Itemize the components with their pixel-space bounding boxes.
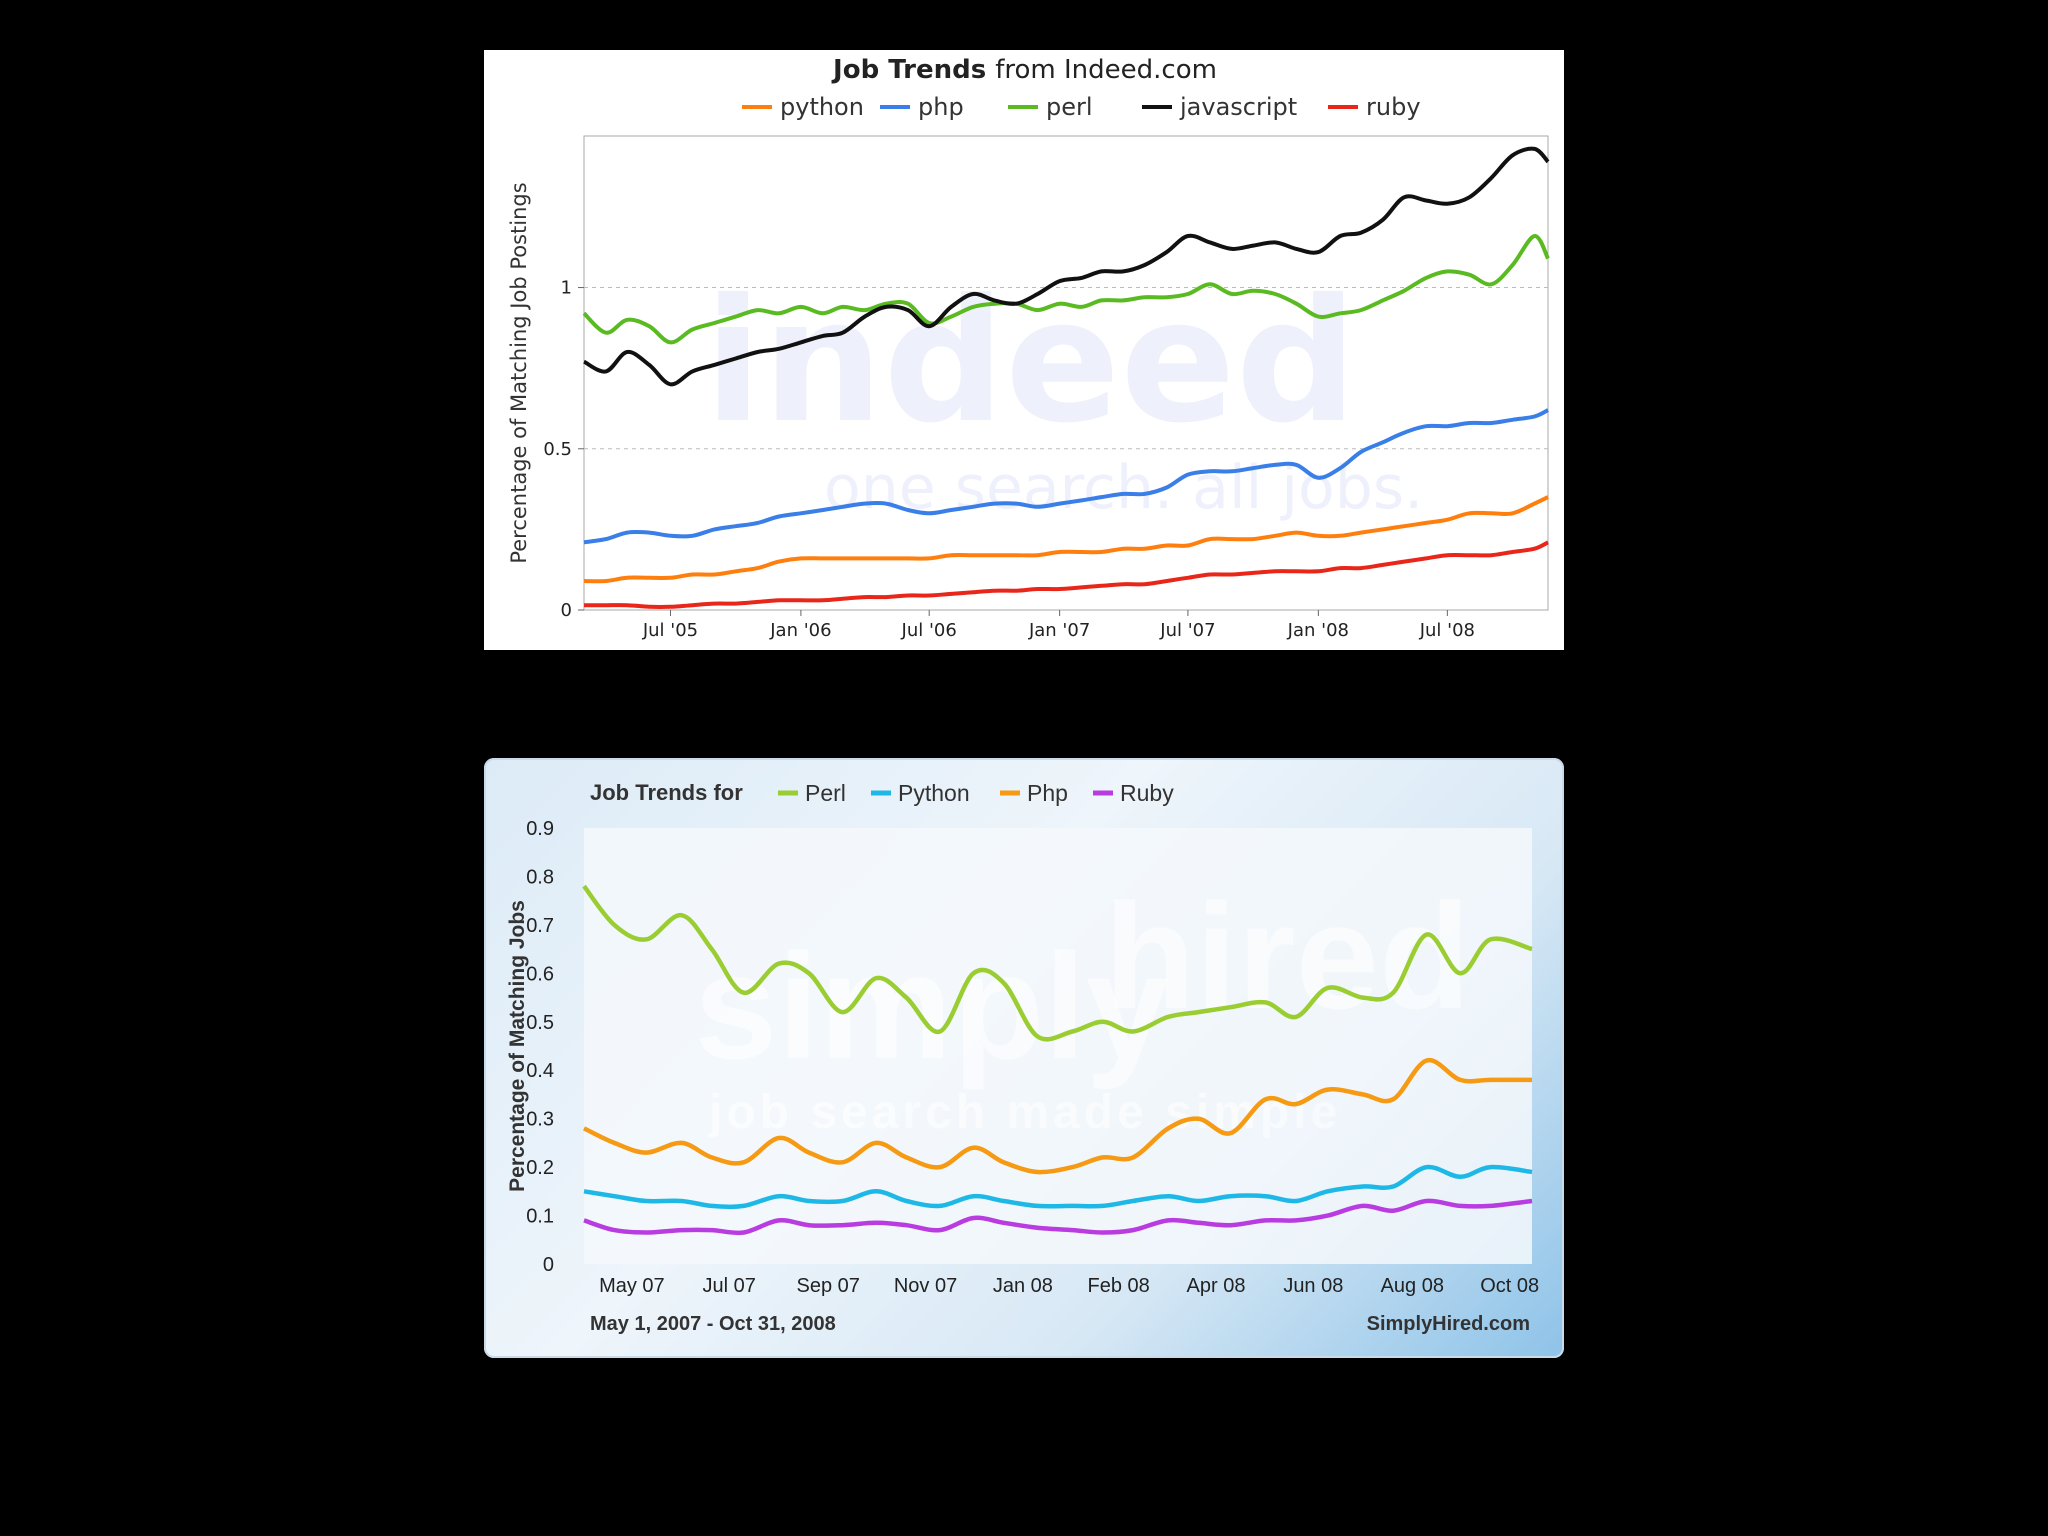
- legend-label-perl: perl: [1046, 93, 1093, 121]
- x-tick-label: Jun 08: [1283, 1275, 1343, 1297]
- x-tick-label: Feb 08: [1088, 1275, 1150, 1297]
- series-line-ruby: [584, 540, 1549, 609]
- simplyhired-chart-panel: simply hired job search made simple Job Tre…: [484, 758, 1564, 1358]
- y-tick-label: 0: [543, 1254, 554, 1276]
- y-tick-label: 0.1: [526, 1206, 554, 1228]
- chart-legend: python php perl javascript ruby: [742, 93, 1421, 121]
- x-tick-label: Jul '05: [642, 620, 698, 641]
- y-tick-label: 0.2: [526, 1157, 554, 1179]
- series-line-python: [583, 495, 1549, 584]
- x-tick-label: Apr 08: [1187, 1275, 1246, 1297]
- source-label: SimplyHired.com: [1367, 1313, 1530, 1335]
- legend-label-Perl: Perl: [805, 780, 846, 806]
- chart-title-rest: from Indeed.com: [995, 55, 1217, 85]
- series-line-Python: [583, 1164, 1533, 1210]
- x-tick-label: Jul '06: [901, 620, 957, 641]
- series-line-Perl: [582, 884, 1533, 1042]
- chart-title: Job Trends from Indeed.com: [831, 55, 1217, 85]
- legend-label-python: python: [780, 93, 864, 121]
- watermark-word-1: simply: [694, 922, 1169, 1090]
- x-tick-label: May 07: [599, 1275, 665, 1297]
- series-line-php: [583, 408, 1549, 545]
- legend-label-Python: Python: [898, 780, 970, 806]
- legend-label-javascript: javascript: [1179, 93, 1297, 121]
- series-line-Php: [583, 1058, 1532, 1175]
- y-tick-label: 0.3: [526, 1109, 554, 1131]
- y-axis-label: Percentage of Matching Jobs: [506, 900, 529, 1192]
- legend-label-php: php: [918, 93, 964, 121]
- watermark-tagline: job search made simple: [708, 1086, 1341, 1139]
- series-line-Ruby: [583, 1198, 1533, 1236]
- x-tick-label: Jul 07: [703, 1275, 756, 1297]
- y-axis-label: Percentage of Matching Job Postings: [507, 182, 531, 563]
- x-tick-label: Jan '08: [1287, 620, 1349, 641]
- plot-area: [584, 828, 1532, 1264]
- y-tick-label: 0.5: [543, 439, 572, 460]
- indeed-chart-panel: indeed one search. all jobs. Job Trends fr…: [484, 50, 1564, 650]
- series-line-javascript: [583, 146, 1550, 387]
- legend-label-Ruby: Ruby: [1120, 780, 1174, 806]
- chart-legend: Perl Python Php Ruby: [778, 780, 1174, 806]
- y-tick-label: 0.9: [526, 818, 554, 840]
- x-tick-label: Oct 08: [1480, 1275, 1539, 1297]
- x-tick-label: Jul '08: [1419, 620, 1475, 641]
- x-tick-label: Aug 08: [1381, 1275, 1444, 1297]
- date-range-label: May 1, 2007 - Oct 31, 2008: [590, 1313, 836, 1335]
- y-tick-label: 0.8: [526, 866, 554, 888]
- x-tick-label: Nov 07: [894, 1275, 957, 1297]
- legend-label-ruby: ruby: [1366, 93, 1421, 121]
- legend-label-Php: Php: [1027, 780, 1068, 806]
- y-tick-label: 0.5: [526, 1012, 554, 1034]
- x-tick-label: Jan '06: [769, 620, 831, 641]
- x-tick-label: Sep 07: [796, 1275, 859, 1297]
- chart-title-bold: Job Trends: [831, 55, 995, 85]
- x-tick-label: Jan 08: [993, 1275, 1053, 1297]
- x-tick-label: Jan '07: [1028, 620, 1090, 641]
- series-line-perl: [582, 234, 1550, 345]
- y-tick-label: 0.7: [526, 915, 554, 937]
- chart-title: Job Trends for: [590, 780, 743, 805]
- y-tick-label: 0.6: [526, 963, 554, 985]
- y-tick-label: 1: [561, 278, 572, 299]
- x-tick-label: Jul '07: [1159, 620, 1215, 641]
- y-tick-label: 0: [561, 600, 572, 621]
- y-tick-label: 0.4: [526, 1060, 554, 1082]
- plot-frame: [583, 135, 1549, 611]
